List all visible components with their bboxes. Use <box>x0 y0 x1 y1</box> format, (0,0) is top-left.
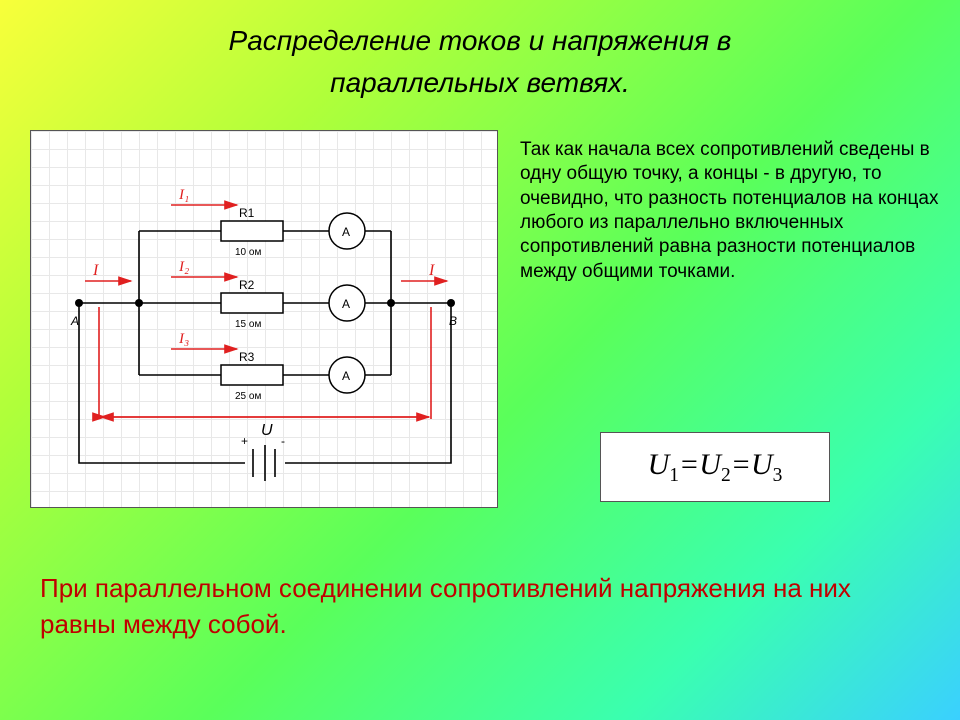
r2-value: 15 ом <box>235 319 261 330</box>
circuit-svg: + - A B R1 10 ом A R2 15 ом A <box>31 131 499 509</box>
title-line-1: Распределение токов и напряжения в <box>0 20 960 62</box>
r2-label: R2 <box>239 278 255 292</box>
r1-value: 10 ом <box>235 247 261 258</box>
node-b-label: B <box>449 314 457 328</box>
r1-label: R1 <box>239 206 255 220</box>
formula-box: U1=U2=U3 <box>600 432 830 502</box>
battery-minus: - <box>281 434 285 448</box>
current-I1: I₁ <box>178 187 189 203</box>
node-a-label: A <box>70 314 79 328</box>
description-text: Так как начала всех сопротивлений сведен… <box>520 138 940 284</box>
page-title: Распределение токов и напряжения в парал… <box>0 20 960 104</box>
ammeter-3: A <box>342 369 350 383</box>
circuit-diagram: + - A B R1 10 ом A R2 15 ом A <box>30 130 498 508</box>
bottom-summary: При параллельном соединении сопротивлени… <box>40 570 920 643</box>
current-I3: I₃ <box>178 331 189 347</box>
current-I-right: I <box>428 262 435 279</box>
r3-label: R3 <box>239 350 255 364</box>
ammeter-2: A <box>342 297 350 311</box>
title-line-2: параллельных ветвях. <box>0 62 960 104</box>
r3-value: 25 ом <box>235 391 261 402</box>
ammeter-1: A <box>342 225 350 239</box>
current-I-left: I <box>92 262 99 279</box>
current-I2: I₂ <box>178 259 189 275</box>
battery-plus: + <box>241 434 248 448</box>
voltage-U: U <box>261 422 273 439</box>
formula: U1=U2=U3 <box>648 448 783 487</box>
